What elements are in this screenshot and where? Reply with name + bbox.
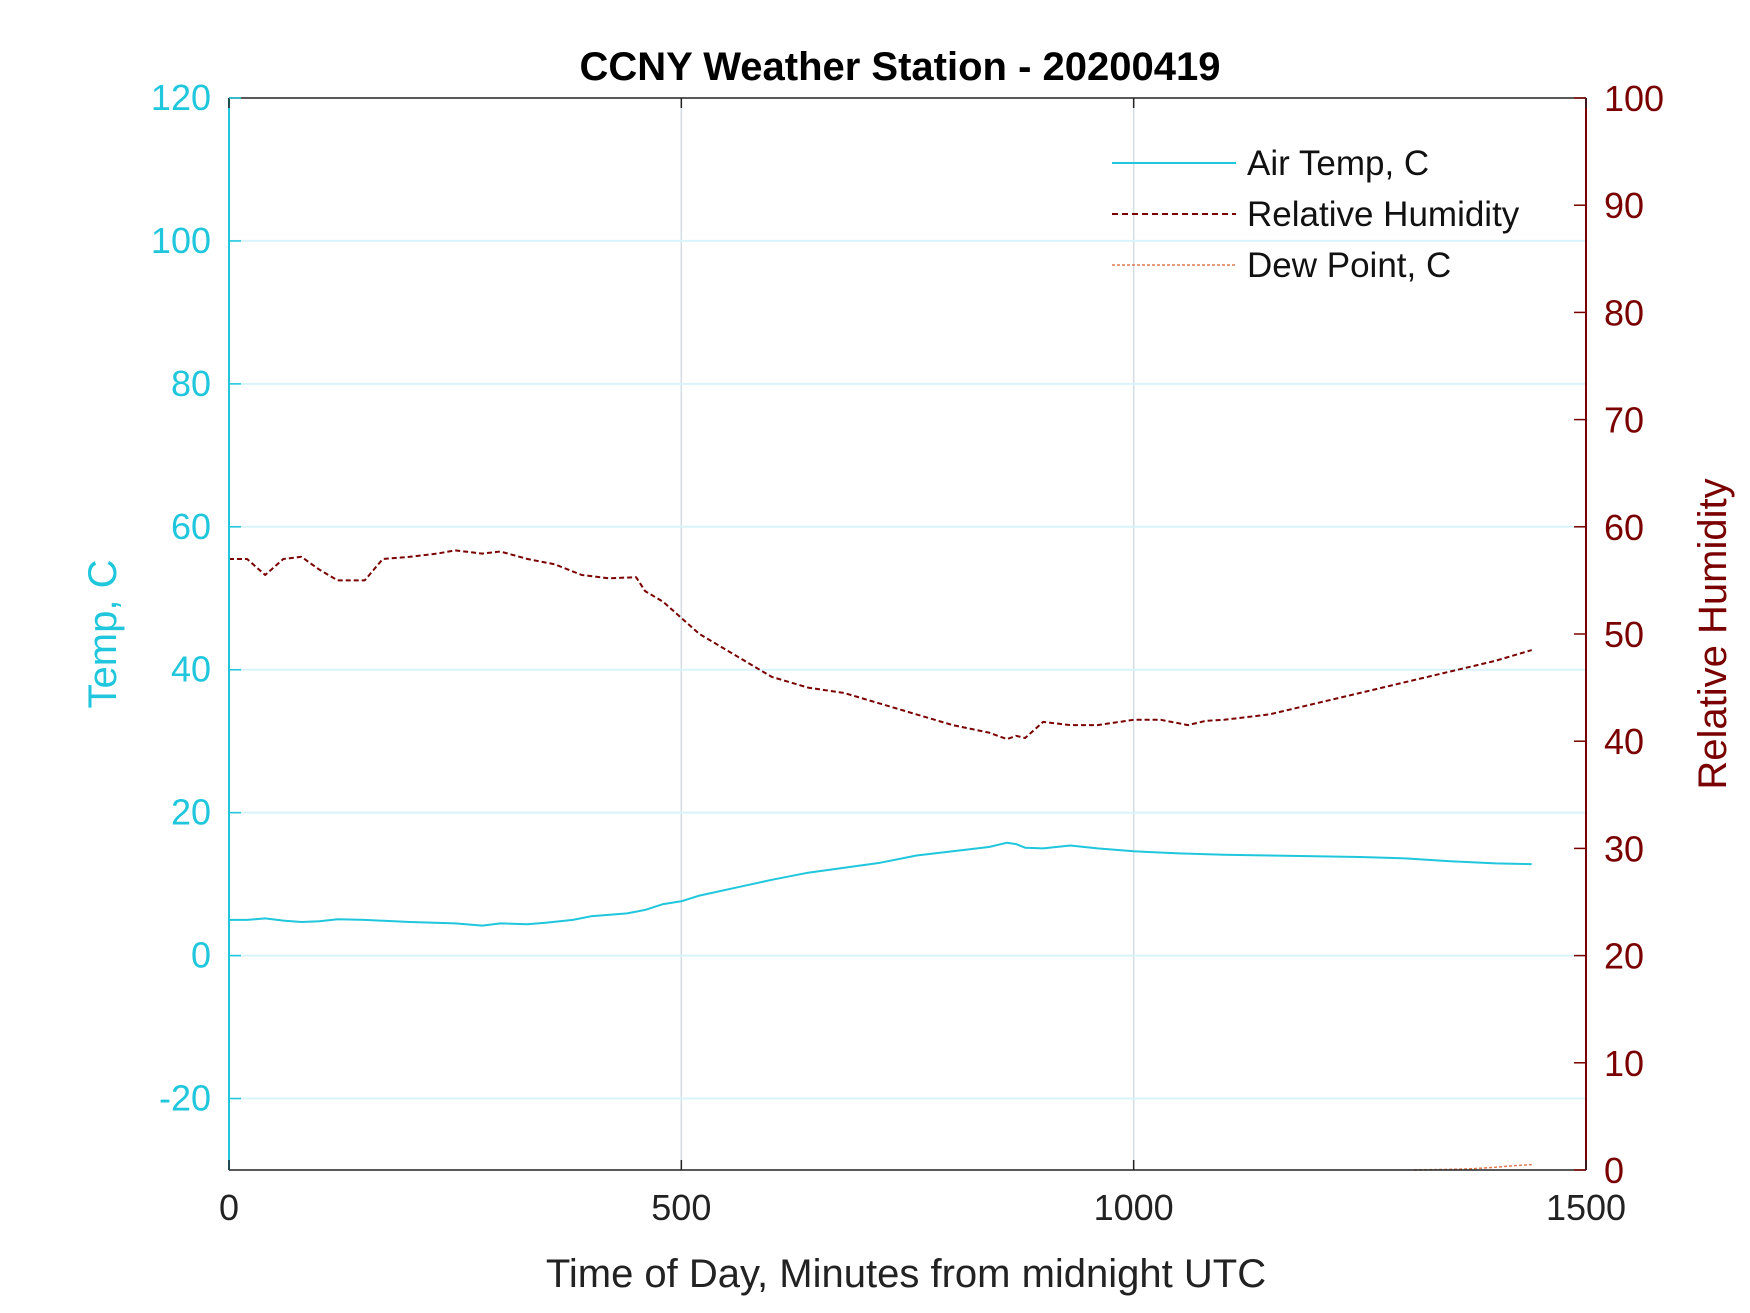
- y-right-tick-label: 30: [1604, 828, 1644, 869]
- y-axis-right-label: Relative Humidity: [1691, 478, 1735, 789]
- y-left-tick-label: 80: [171, 363, 211, 404]
- series-line-0: [229, 841, 1532, 927]
- y-axis-left-label: Temp, C: [81, 560, 125, 709]
- y-left-tick-label: -20: [159, 1078, 211, 1119]
- y-right-tick-label: 60: [1604, 507, 1644, 548]
- grid-lines: [229, 98, 1586, 1170]
- y-right-tick-label: 70: [1604, 400, 1644, 441]
- legend-label-1: Relative Humidity: [1247, 195, 1520, 234]
- y-right-tick-label: 90: [1604, 185, 1644, 226]
- x-tick-label: 1000: [1094, 1187, 1174, 1228]
- y-right-tick-label: 80: [1604, 292, 1644, 333]
- y-left-tick-label: 120: [151, 77, 211, 118]
- tick-labels: 0 500 1000 1500 -20 0 20 40 60 80 100 120 0 10 20 30 40 5…: [151, 77, 1664, 1228]
- y-right-tick-label: 10: [1604, 1043, 1644, 1084]
- x-tick-label: 1500: [1546, 1187, 1626, 1228]
- legend-label-0: Air Temp, C: [1247, 144, 1429, 183]
- y-right-tick-label: 50: [1604, 614, 1644, 655]
- y-right-tick-label: 40: [1604, 721, 1644, 762]
- x-tick-label: 0: [219, 1187, 239, 1228]
- legend-label-2: Dew Point, C: [1247, 246, 1451, 285]
- x-axis-label: Time of Day, Minutes from midnight UTC: [546, 1252, 1266, 1296]
- series-layer: [229, 549, 1532, 1171]
- axis-ticks: [228, 97, 1587, 1171]
- chart-title: CCNY Weather Station - 20200419: [580, 45, 1221, 89]
- y-left-tick-label: 20: [171, 792, 211, 833]
- y-right-tick-label: 20: [1604, 936, 1644, 977]
- x-tick-label: 500: [651, 1187, 711, 1228]
- y-right-tick-label: 0: [1604, 1150, 1624, 1191]
- legend: Air Temp, C Relative Humidity Dew Point, C: [1112, 144, 1520, 285]
- y-right-tick-label: 100: [1604, 78, 1664, 119]
- y-left-tick-label: 100: [151, 220, 211, 261]
- y-left-tick-label: 40: [171, 649, 211, 690]
- series-line-2: [1414, 1163, 1532, 1171]
- y-left-tick-label: 0: [191, 935, 211, 976]
- series-line-1: [229, 549, 1532, 741]
- y-left-tick-label: 60: [171, 506, 211, 547]
